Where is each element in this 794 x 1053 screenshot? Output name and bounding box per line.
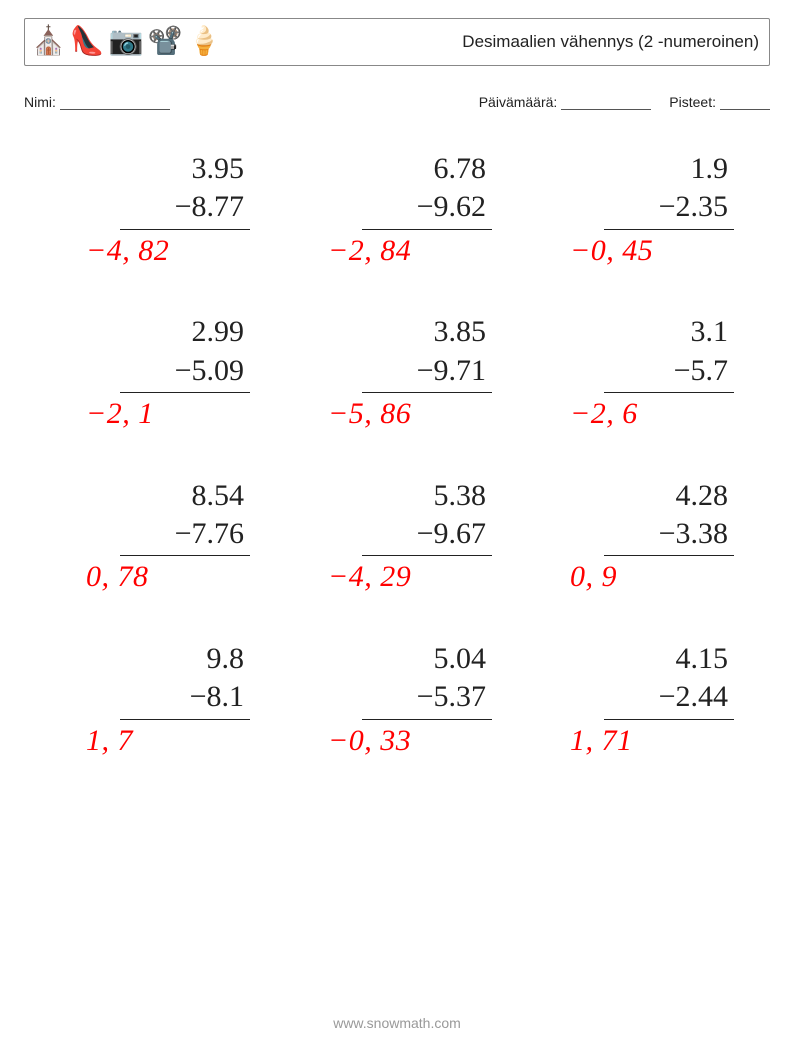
name-blank[interactable] bbox=[60, 95, 170, 110]
score-blank[interactable] bbox=[720, 95, 770, 110]
page-title: Desimaalien vähennys (2 -numeroinen) bbox=[462, 32, 759, 52]
minuend: 3.85 bbox=[326, 313, 496, 351]
answer: −5, 86 bbox=[326, 395, 411, 433]
subtrahend: −2.35 bbox=[568, 188, 738, 226]
answer: 1, 7 bbox=[84, 722, 133, 760]
subtrahend: −8.1 bbox=[84, 678, 254, 716]
rule-line bbox=[362, 555, 492, 556]
subtrahend: −8.77 bbox=[84, 188, 254, 226]
church-icon: ⛪ bbox=[31, 28, 66, 56]
problem: 1.9 −2.35 −0, 45 bbox=[568, 150, 738, 269]
minuend: 5.04 bbox=[326, 640, 496, 678]
minuend: 6.78 bbox=[326, 150, 496, 188]
subtrahend: −5.09 bbox=[84, 352, 254, 390]
rule-line bbox=[604, 392, 734, 393]
problem: 6.78 −9.62 −2, 84 bbox=[326, 150, 496, 269]
answer: −4, 29 bbox=[326, 558, 411, 596]
date-score-group: Päivämäärä: Pisteet: bbox=[427, 94, 770, 110]
rule-line bbox=[362, 229, 492, 230]
subtrahend: −3.38 bbox=[568, 515, 738, 553]
minuend: 5.38 bbox=[326, 477, 496, 515]
projector-icon: 📽️ bbox=[148, 28, 183, 56]
problem: 3.95 −8.77 −4, 82 bbox=[84, 150, 254, 269]
answer: −2, 1 bbox=[84, 395, 154, 433]
minuend: 3.95 bbox=[84, 150, 254, 188]
problem: 4.15 −2.44 1, 71 bbox=[568, 640, 738, 759]
icon-row: ⛪ 👠 📷 📽️ 🍦 bbox=[31, 28, 221, 56]
rule-line bbox=[120, 229, 250, 230]
rule-line bbox=[604, 555, 734, 556]
answer: 0, 9 bbox=[568, 558, 617, 596]
answer: 1, 71 bbox=[568, 722, 633, 760]
minuend: 4.28 bbox=[568, 477, 738, 515]
rule-line bbox=[120, 392, 250, 393]
subtrahend: −5.7 bbox=[568, 352, 738, 390]
subtrahend: −9.67 bbox=[326, 515, 496, 553]
answer: −4, 82 bbox=[84, 232, 169, 270]
answer: −0, 33 bbox=[326, 722, 411, 760]
worksheet-page: ⛪ 👠 📷 📽️ 🍦 Desimaalien vähennys (2 -nume… bbox=[0, 0, 794, 1053]
header-box: ⛪ 👠 📷 📽️ 🍦 Desimaalien vähennys (2 -nume… bbox=[24, 18, 770, 66]
problems-grid: 3.95 −8.77 −4, 82 6.78 −9.62 −2, 84 1.9 … bbox=[24, 150, 770, 759]
answer: −2, 84 bbox=[326, 232, 411, 270]
problem: 9.8 −8.1 1, 7 bbox=[84, 640, 254, 759]
minuend: 9.8 bbox=[84, 640, 254, 678]
minuend: 2.99 bbox=[84, 313, 254, 351]
rule-line bbox=[604, 719, 734, 720]
problem: 4.28 −3.38 0, 9 bbox=[568, 477, 738, 596]
name-label: Nimi: bbox=[24, 94, 56, 110]
subtrahend: −7.76 bbox=[84, 515, 254, 553]
problem: 3.1 −5.7 −2, 6 bbox=[568, 313, 738, 432]
answer: −0, 45 bbox=[568, 232, 653, 270]
answer: −2, 6 bbox=[568, 395, 638, 433]
problem: 2.99 −5.09 −2, 1 bbox=[84, 313, 254, 432]
date-label: Päivämäärä: bbox=[479, 94, 558, 110]
rule-line bbox=[604, 229, 734, 230]
rule-line bbox=[120, 719, 250, 720]
subtrahend: −2.44 bbox=[568, 678, 738, 716]
rule-line bbox=[362, 719, 492, 720]
score-label: Pisteet: bbox=[669, 94, 716, 110]
minuend: 8.54 bbox=[84, 477, 254, 515]
problem: 5.38 −9.67 −4, 29 bbox=[326, 477, 496, 596]
minuend: 3.1 bbox=[568, 313, 738, 351]
problem: 8.54 −7.76 0, 78 bbox=[84, 477, 254, 596]
rule-line bbox=[362, 392, 492, 393]
minuend: 1.9 bbox=[568, 150, 738, 188]
answer: 0, 78 bbox=[84, 558, 149, 596]
meta-row: Nimi: Päivämäärä: Pisteet: bbox=[24, 94, 770, 110]
problem: 5.04 −5.37 −0, 33 bbox=[326, 640, 496, 759]
icecream-icon: 🍦 bbox=[187, 28, 222, 56]
problem: 3.85 −9.71 −5, 86 bbox=[326, 313, 496, 432]
minuend: 4.15 bbox=[568, 640, 738, 678]
camera-icon: 📷 bbox=[109, 28, 144, 56]
subtrahend: −9.62 bbox=[326, 188, 496, 226]
rule-line bbox=[120, 555, 250, 556]
date-blank[interactable] bbox=[561, 95, 651, 110]
name-field-group: Nimi: bbox=[24, 94, 427, 110]
shoe-icon: 👠 bbox=[70, 28, 105, 56]
subtrahend: −5.37 bbox=[326, 678, 496, 716]
subtrahend: −9.71 bbox=[326, 352, 496, 390]
footer-url: www.snowmath.com bbox=[0, 1015, 794, 1031]
